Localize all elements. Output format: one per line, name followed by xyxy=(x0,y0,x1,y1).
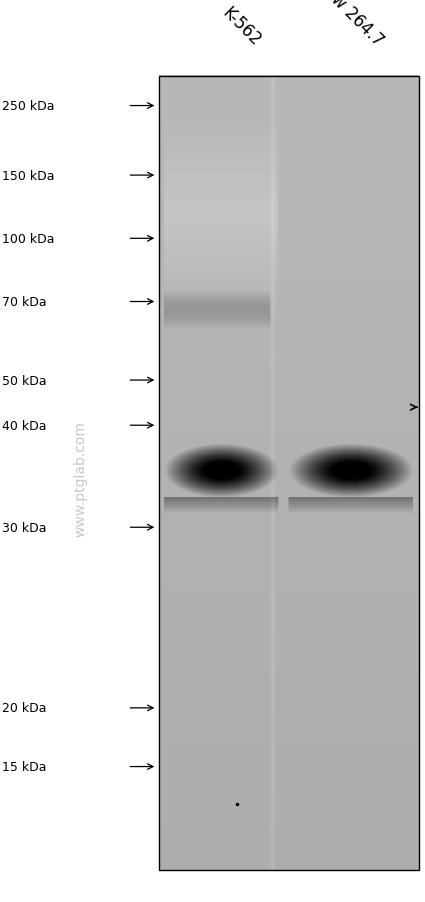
Text: 20 kDa: 20 kDa xyxy=(2,702,47,714)
Bar xyxy=(159,77,419,870)
Text: 30 kDa: 30 kDa xyxy=(2,521,47,534)
Text: www.ptglab.com: www.ptglab.com xyxy=(74,420,88,536)
Text: 70 kDa: 70 kDa xyxy=(2,296,47,308)
Text: 100 kDa: 100 kDa xyxy=(2,233,55,245)
Text: 15 kDa: 15 kDa xyxy=(2,760,47,773)
Text: 50 kDa: 50 kDa xyxy=(2,374,47,387)
Text: 40 kDa: 40 kDa xyxy=(2,419,47,432)
Text: K-562: K-562 xyxy=(219,4,265,50)
Text: 150 kDa: 150 kDa xyxy=(2,170,55,182)
Text: 250 kDa: 250 kDa xyxy=(2,100,55,113)
Text: Raw 264.7: Raw 264.7 xyxy=(312,0,387,50)
